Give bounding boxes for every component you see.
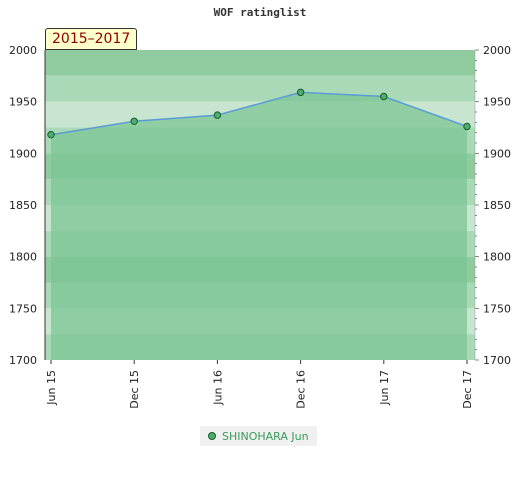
range-badge: 2015–2017 <box>45 28 138 50</box>
x-ticks: Jun 15 Dec 15 Jun 16 Dec 16 Jun 17 Dec 17 <box>45 360 474 409</box>
x-tick-label: Dec 17 <box>461 370 474 409</box>
legend-label: SHINOHARA Jun <box>222 429 309 443</box>
y-tick-label-right: 1750 <box>483 302 511 315</box>
y-tick-label-right: 1850 <box>483 199 511 212</box>
line-layer <box>50 91 468 136</box>
x-tick-label: Jun 17 <box>378 370 391 406</box>
legend-marker-icon <box>208 432 216 440</box>
series-area <box>51 92 467 360</box>
y-ticks-right: 1700 1750 1800 1850 1900 1950 2000 <box>474 44 511 367</box>
y-tick-label-right: 2000 <box>483 44 511 57</box>
y-tick-label-right: 1950 <box>483 96 511 109</box>
marker-layer <box>47 88 471 139</box>
x-tick-label: Dec 16 <box>295 370 308 409</box>
y-tick-label-left: 1950 <box>9 96 37 109</box>
grid-band <box>45 75 475 102</box>
data-point <box>463 122 471 131</box>
y-tick-label-left: 1750 <box>9 302 37 315</box>
series-line <box>50 91 468 136</box>
data-point <box>213 111 222 119</box>
x-tick-label: Jun 16 <box>211 370 224 406</box>
y-tick-label-left: 1800 <box>9 251 37 264</box>
y-tick-label-right: 1800 <box>483 251 511 264</box>
legend[interactable]: SHINOHARA Jun <box>200 426 317 446</box>
data-point <box>47 131 55 139</box>
y-tick-label-left: 1900 <box>9 147 37 160</box>
data-point <box>130 117 138 126</box>
grid-band <box>45 50 475 76</box>
area-layer <box>51 92 467 360</box>
data-point <box>296 88 305 97</box>
y-tick-label-left: 1850 <box>9 199 37 212</box>
chart-title: WOF ratinglist <box>213 6 307 19</box>
y-tick-label-right: 1900 <box>483 147 511 160</box>
x-tick-label: Jun 15 <box>45 370 58 406</box>
x-tick-label: Dec 15 <box>128 370 141 409</box>
data-point <box>380 92 388 101</box>
y-ticks-left: 1700 1750 1800 1850 1900 1950 2000 <box>9 44 46 367</box>
y-tick-label-left: 1700 <box>9 354 37 367</box>
y-tick-label-left: 2000 <box>9 44 37 57</box>
y-tick-label-right: 1700 <box>483 354 511 367</box>
